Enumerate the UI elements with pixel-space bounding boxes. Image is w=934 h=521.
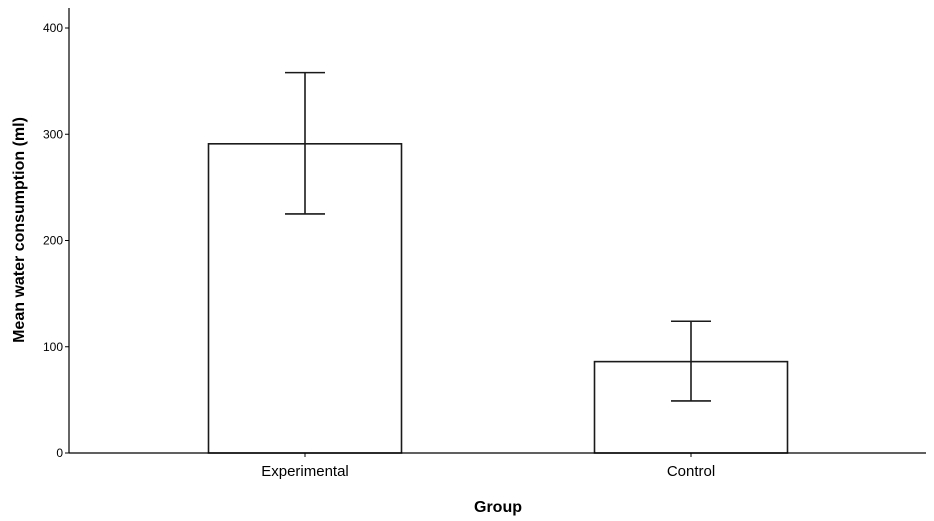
x-tick-label-control: Control	[667, 463, 715, 480]
x-axis-title: Group	[474, 499, 522, 516]
y-axis-title: Mean water consumption (ml)	[11, 117, 28, 343]
y-tick-label: 300	[43, 127, 63, 141]
x-tick-label-experimental: Experimental	[261, 463, 349, 480]
y-axis-ticks: 0 100 200 300 400	[43, 21, 69, 460]
error-bars	[285, 71, 711, 402]
y-tick-label: 200	[43, 234, 63, 248]
y-tick-label: 0	[56, 446, 63, 460]
y-tick-label: 400	[43, 21, 63, 35]
x-axis-labels: Experimental Control	[261, 453, 715, 480]
y-tick-label: 100	[43, 340, 63, 354]
bars	[207, 143, 789, 454]
